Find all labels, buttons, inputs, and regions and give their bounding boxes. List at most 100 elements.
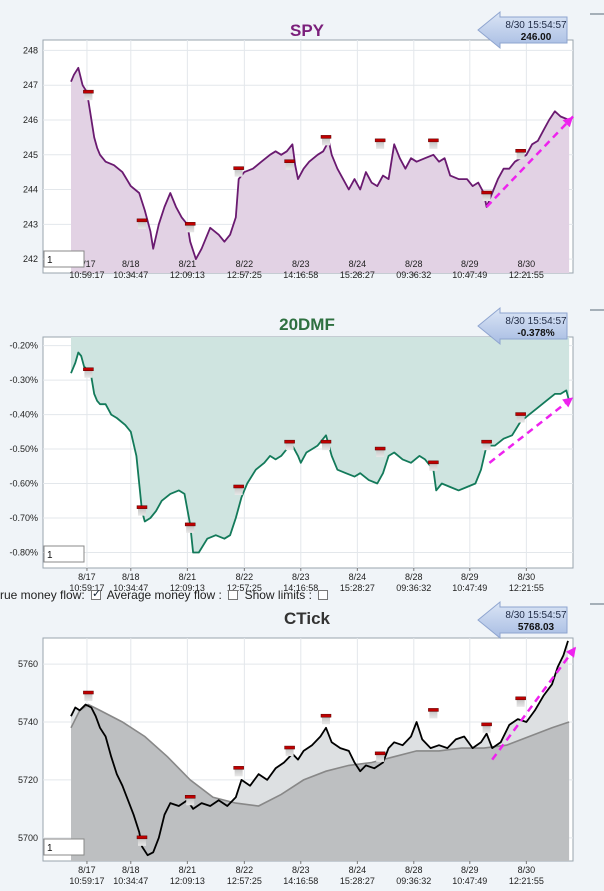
event-marker-flag bbox=[184, 795, 196, 799]
event-marker-flag bbox=[136, 505, 148, 509]
x-tick-date: 8/30 bbox=[518, 865, 536, 875]
money-flow-checkbox[interactable] bbox=[91, 587, 101, 600]
event-marker bbox=[233, 166, 244, 177]
event-marker-flag bbox=[320, 713, 332, 718]
show-limits-checkbox[interactable] bbox=[318, 590, 329, 600]
event-marker bbox=[284, 159, 295, 170]
x-tick-date: 8/21 bbox=[179, 259, 197, 269]
y-tick-label: -0.50% bbox=[9, 444, 38, 454]
event-marker-flag bbox=[515, 149, 526, 153]
x-tick-time: 09:36:32 bbox=[396, 876, 431, 886]
event-marker bbox=[184, 795, 196, 806]
zoom-input[interactable]: 1 bbox=[43, 545, 85, 563]
x-tick-time: 15:28:27 bbox=[340, 583, 375, 593]
y-tick-label: -0.40% bbox=[9, 410, 38, 420]
zoom-input[interactable]: 1 bbox=[43, 250, 85, 268]
event-marker bbox=[515, 412, 526, 423]
event-marker-shadow bbox=[285, 748, 294, 757]
event-marker-flag bbox=[374, 446, 386, 451]
badge-value: 5768.03 bbox=[518, 622, 555, 633]
x-tick-date: 8/23 bbox=[292, 865, 310, 875]
x-tick-date: 8/21 bbox=[179, 865, 197, 875]
average-money-flow-checkbox[interactable] bbox=[228, 590, 239, 600]
x-tick-time: 10:34:47 bbox=[113, 583, 148, 593]
x-tick-date: 8/30 bbox=[518, 259, 536, 269]
event-marker-shadow bbox=[186, 524, 195, 533]
y-tick-label: 243 bbox=[23, 219, 38, 229]
series-area bbox=[71, 67, 570, 273]
x-tick-date: 8/22 bbox=[236, 865, 254, 875]
x-tick-date: 8/29 bbox=[461, 865, 479, 875]
event-marker-shadow bbox=[186, 797, 195, 806]
event-marker-flag bbox=[83, 367, 94, 372]
x-tick-time: 15:28:27 bbox=[340, 876, 375, 886]
money-flow-controls: rue money flow: Average money flow : Sho… bbox=[0, 587, 331, 602]
badge-timestamp: 8/30 15:54:57 bbox=[505, 610, 567, 621]
event-marker-shadow bbox=[429, 710, 438, 719]
x-tick-date: 8/28 bbox=[405, 865, 423, 875]
x-tick-date: 8/18 bbox=[122, 865, 140, 875]
x-tick-time: 09:36:32 bbox=[396, 583, 431, 593]
y-tick-label: 247 bbox=[23, 80, 38, 90]
event-marker-flag bbox=[515, 696, 526, 701]
event-marker-shadow bbox=[482, 724, 491, 733]
event-marker-flag bbox=[374, 138, 386, 143]
event-marker bbox=[374, 138, 386, 149]
y-tick-label: -0.20% bbox=[9, 341, 38, 351]
event-marker bbox=[284, 745, 295, 757]
event-marker-flag bbox=[481, 722, 492, 727]
event-marker-shadow bbox=[322, 442, 330, 451]
x-tick-time: 14:16:58 bbox=[283, 583, 318, 593]
y-tick-label: -0.60% bbox=[9, 479, 38, 489]
x-tick-time: 10:59:17 bbox=[69, 270, 104, 280]
chart-panel-spy: 2422432442452462472488/1710:59:178/1810:… bbox=[23, 10, 604, 280]
x-tick-time: 12:57:25 bbox=[227, 270, 262, 280]
x-tick-time: 15:28:27 bbox=[340, 270, 375, 280]
x-tick-date: 8/24 bbox=[349, 865, 367, 875]
event-marker-shadow bbox=[138, 837, 146, 846]
y-tick-label: -0.30% bbox=[9, 375, 38, 385]
trend-arrow-head bbox=[562, 116, 574, 128]
badge-timestamp: 8/30 15:54:57 bbox=[505, 20, 567, 31]
x-tick-time: 10:59:17 bbox=[69, 583, 104, 593]
badge-value: -0.378% bbox=[517, 328, 554, 339]
event-marker-shadow bbox=[138, 507, 146, 516]
event-marker-shadow bbox=[322, 137, 330, 146]
x-tick-date: 8/23 bbox=[292, 572, 310, 582]
event-marker bbox=[136, 835, 148, 846]
x-tick-date: 8/22 bbox=[236, 259, 254, 269]
zoom-input-value: 1 bbox=[47, 255, 53, 266]
event-marker-flag bbox=[136, 835, 148, 840]
event-marker bbox=[320, 439, 332, 451]
event-marker bbox=[481, 190, 492, 202]
event-marker bbox=[515, 149, 526, 160]
x-tick-date: 8/28 bbox=[405, 259, 423, 269]
x-tick-time: 12:09:13 bbox=[170, 583, 205, 593]
trend-arrow-head bbox=[565, 646, 576, 658]
event-marker bbox=[428, 138, 439, 149]
event-marker bbox=[184, 522, 196, 533]
money-flow-label: rue money flow: bbox=[0, 588, 85, 602]
event-marker-flag bbox=[320, 135, 332, 139]
badge-arrow bbox=[477, 306, 568, 346]
event-marker bbox=[428, 708, 439, 719]
event-marker-shadow bbox=[516, 414, 525, 423]
event-marker-flag bbox=[284, 159, 295, 163]
x-tick-time: 12:57:25 bbox=[227, 876, 262, 886]
x-tick-time: 10:59:17 bbox=[69, 876, 104, 886]
x-tick-time: 12:09:13 bbox=[170, 270, 205, 280]
x-tick-time: 12:09:13 bbox=[170, 876, 205, 886]
event-marker-flag bbox=[320, 439, 332, 444]
event-marker-shadow bbox=[285, 442, 294, 451]
event-marker-flag bbox=[233, 166, 244, 170]
x-tick-date: 8/18 bbox=[122, 259, 140, 269]
zoom-input[interactable]: 1 bbox=[43, 838, 85, 856]
event-marker-shadow bbox=[482, 442, 491, 451]
event-marker bbox=[481, 722, 492, 733]
average-money-flow-label: Average money flow : bbox=[106, 588, 222, 602]
event-marker bbox=[83, 89, 94, 101]
event-marker-flag bbox=[184, 522, 196, 527]
event-marker-shadow bbox=[84, 369, 93, 378]
x-tick-date: 8/28 bbox=[405, 572, 423, 582]
